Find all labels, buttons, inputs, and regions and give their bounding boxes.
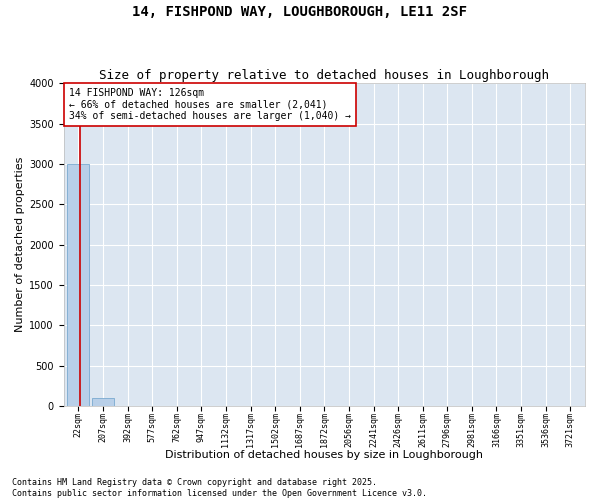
Bar: [67, 164, 89, 406]
Title: Size of property relative to detached houses in Loughborough: Size of property relative to detached ho…: [100, 69, 550, 82]
Y-axis label: Number of detached properties: Number of detached properties: [15, 157, 25, 332]
Text: 14, FISHPOND WAY, LOUGHBOROUGH, LE11 2SF: 14, FISHPOND WAY, LOUGHBOROUGH, LE11 2SF: [133, 5, 467, 19]
Text: 14 FISHPOND WAY: 126sqm
← 66% of detached houses are smaller (2,041)
34% of semi: 14 FISHPOND WAY: 126sqm ← 66% of detache…: [69, 88, 351, 121]
Bar: [92, 398, 114, 406]
X-axis label: Distribution of detached houses by size in Loughborough: Distribution of detached houses by size …: [166, 450, 484, 460]
Text: Contains HM Land Registry data © Crown copyright and database right 2025.
Contai: Contains HM Land Registry data © Crown c…: [12, 478, 427, 498]
